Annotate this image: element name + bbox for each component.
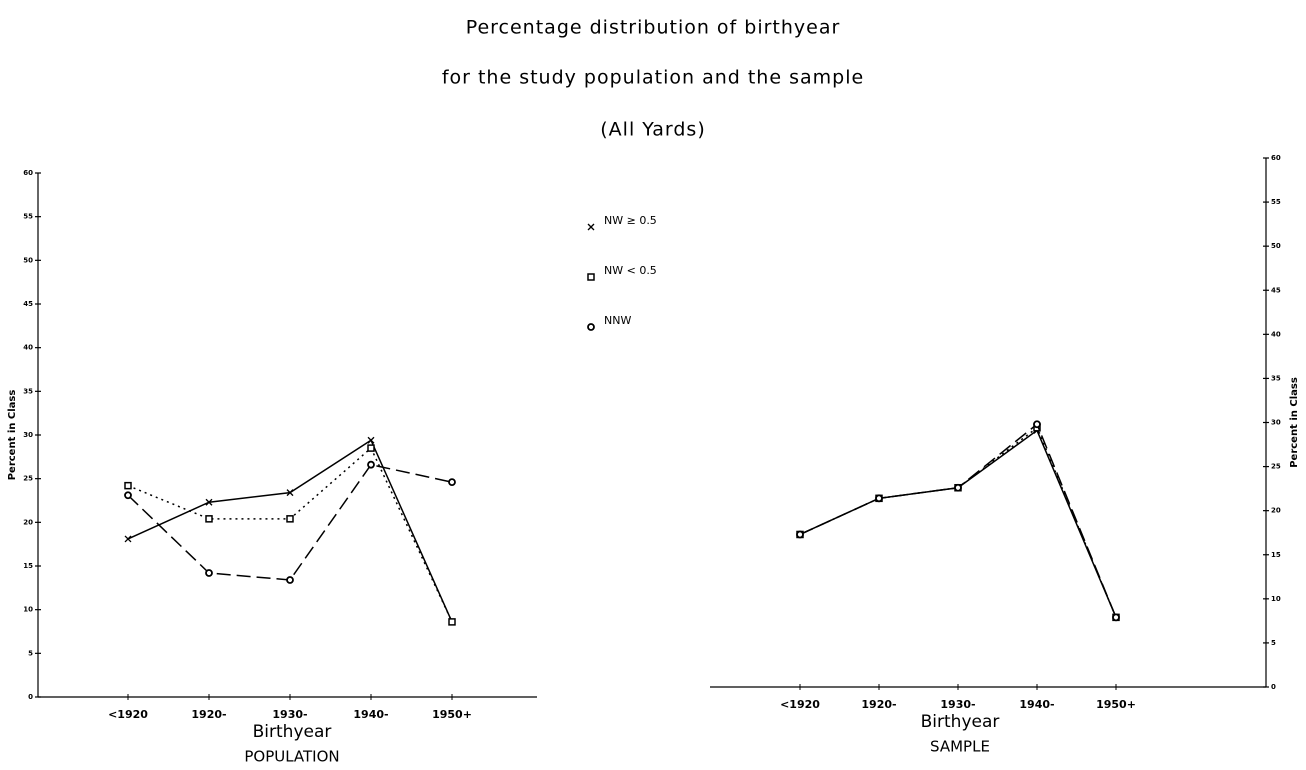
y-tick-label: 60	[1271, 154, 1281, 162]
y-tick-label: 0	[1271, 683, 1276, 691]
y-tick-label: 40	[1271, 330, 1281, 338]
y-axis-label: Percent in Class	[7, 390, 18, 481]
marker-square	[367, 444, 375, 452]
marker-x	[587, 223, 595, 231]
x-tick-label: 1930-	[272, 708, 307, 721]
y-tick-label: 10	[23, 606, 33, 614]
marker-x	[124, 535, 132, 543]
marker-circle	[875, 494, 883, 503]
y-tick-label: 35	[1271, 374, 1281, 382]
chart-caption: SAMPLE	[930, 738, 990, 756]
y-tick-label: 5	[1271, 639, 1276, 647]
y-tick-label: 30	[1271, 419, 1281, 427]
marker-circle	[796, 530, 804, 539]
marker-circle	[1033, 420, 1041, 429]
legend-label: NNW	[604, 314, 631, 327]
series-line	[799, 429, 1117, 618]
legend-label: NW < 0.5	[604, 264, 657, 277]
marker-circle	[587, 323, 595, 331]
y-tick-label: 20	[1271, 507, 1281, 515]
series-line	[799, 426, 1117, 618]
y-tick-label: 45	[23, 300, 33, 308]
y-tick-label: 20	[23, 518, 33, 526]
y-tick-label: 0	[28, 693, 33, 701]
x-tick-label: 1940-	[1019, 698, 1054, 711]
marker-stroke	[367, 436, 375, 444]
marker-circle	[367, 460, 375, 469]
y-tick-label: 15	[23, 562, 33, 570]
marker-circle	[1112, 613, 1120, 622]
legend-label: NW ≥ 0.5	[604, 214, 657, 227]
y-tick-label: 10	[1271, 595, 1281, 603]
y-tick-label: 25	[1271, 463, 1281, 471]
y-tick-label: 15	[1271, 551, 1281, 559]
marker-stroke	[205, 498, 213, 506]
x-tick-label: 1950+	[432, 708, 472, 721]
x-tick-label: <1920	[780, 698, 820, 711]
y-tick-label: 50	[1271, 242, 1281, 250]
y-tick-label: 30	[23, 431, 33, 439]
marker-x	[205, 498, 213, 506]
x-tick-label: 1920-	[191, 708, 226, 721]
marker-square	[448, 618, 456, 626]
y-tick-label: 50	[23, 256, 33, 264]
x-tick-label: <1920	[108, 708, 148, 721]
marker-stroke	[286, 489, 294, 497]
x-tick-label: 1940-	[353, 708, 388, 721]
series-line	[127, 446, 453, 623]
x-axis-label: Birthyear	[921, 712, 1000, 732]
y-tick-label: 45	[1271, 286, 1281, 294]
chart-caption: POPULATION	[244, 748, 339, 766]
series-line	[799, 423, 1117, 618]
marker-stroke	[124, 535, 132, 543]
marker-circle	[124, 491, 132, 500]
x-axis-label: Birthyear	[253, 722, 332, 742]
marker-circle	[448, 478, 456, 487]
y-tick-label: 40	[23, 344, 33, 352]
marker-square	[286, 515, 294, 523]
series-line	[127, 439, 453, 623]
marker-x	[367, 436, 375, 444]
marker-stroke	[587, 223, 595, 231]
x-tick-label: 1950+	[1096, 698, 1136, 711]
y-tick-label: 35	[23, 387, 33, 395]
y-tick-label: 55	[23, 213, 33, 221]
marker-square	[205, 515, 213, 523]
x-tick-label: 1920-	[861, 698, 896, 711]
marker-circle	[205, 569, 213, 577]
marker-x	[286, 489, 294, 497]
x-tick-label: 1930-	[940, 698, 975, 711]
marker-circle	[286, 576, 294, 584]
y-tick-label: 25	[23, 475, 33, 483]
title-line: Percentage distribution of birthyear	[466, 17, 841, 39]
title-line: (All Yards)	[600, 119, 706, 141]
marker-square	[124, 481, 132, 490]
y-axis-label: Percent in Class	[1289, 377, 1300, 468]
marker-circle	[954, 483, 962, 492]
y-tick-label: 5	[28, 649, 33, 657]
title-line: for the study population and the sample	[442, 67, 864, 89]
marker-square	[587, 273, 595, 281]
y-tick-label: 60	[23, 169, 33, 177]
y-tick-label: 55	[1271, 198, 1281, 206]
